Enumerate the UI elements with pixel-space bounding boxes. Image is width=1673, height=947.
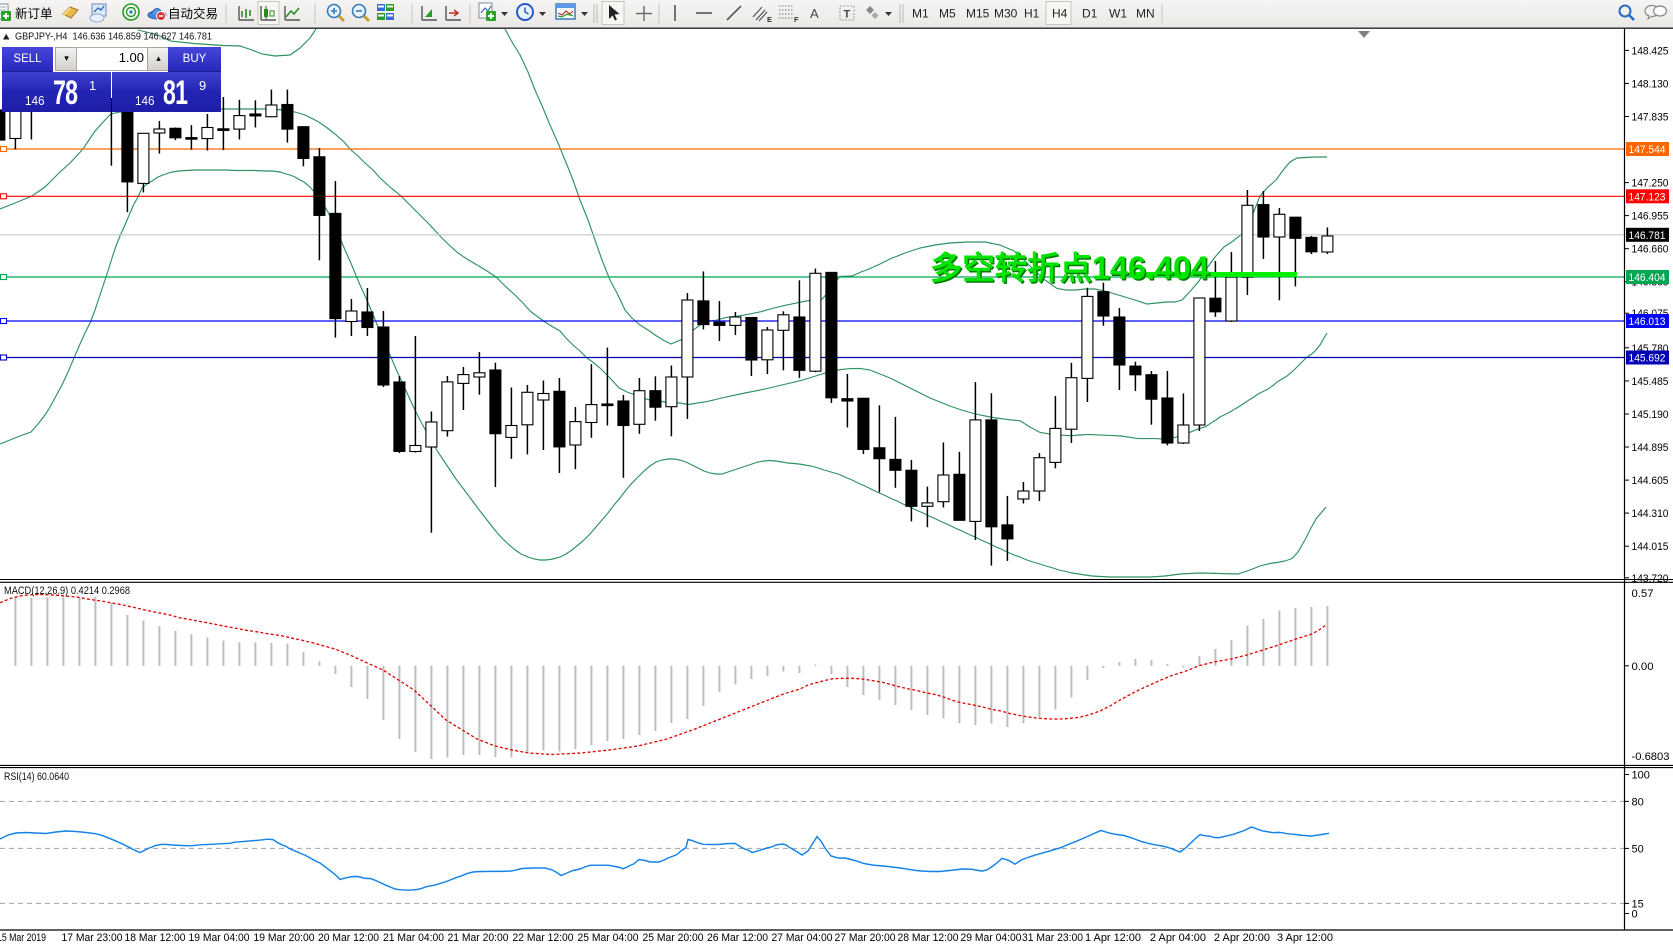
svg-text:144.310: 144.310	[1632, 508, 1669, 520]
svg-text:19 Mar 04:00: 19 Mar 04:00	[189, 932, 250, 944]
svg-text:27 Mar 20:00: 27 Mar 20:00	[835, 932, 896, 944]
svg-text:21 Mar 04:00: 21 Mar 04:00	[383, 932, 444, 944]
svg-text:80: 80	[1632, 796, 1644, 808]
svg-text:144.605: 144.605	[1632, 475, 1669, 487]
svg-text:H1: H1	[1024, 7, 1040, 21]
svg-text:18 Mar 12:00: 18 Mar 12:00	[125, 932, 186, 944]
svg-text:22 Mar 12:00: 22 Mar 12:00	[513, 932, 574, 944]
svg-text:50: 50	[1632, 843, 1644, 855]
svg-text:M30: M30	[994, 7, 1018, 21]
svg-text:25 Mar 04:00: 25 Mar 04:00	[578, 932, 639, 944]
svg-text:M15: M15	[966, 7, 990, 21]
svg-text:1 Apr 12:00: 1 Apr 12:00	[1085, 932, 1141, 944]
svg-text:144.015: 144.015	[1632, 541, 1669, 553]
svg-text:146.660: 146.660	[1632, 244, 1669, 256]
svg-text:28 Mar 12:00: 28 Mar 12:00	[898, 932, 959, 944]
svg-text:19 Mar 20:00: 19 Mar 20:00	[254, 932, 315, 944]
svg-text:15 Mar 2019: 15 Mar 2019	[0, 932, 46, 944]
svg-text:0: 0	[1632, 909, 1638, 921]
svg-text:自动交易: 自动交易	[168, 6, 218, 21]
svg-text:145.692: 145.692	[1629, 353, 1666, 365]
svg-text:A: A	[810, 6, 819, 21]
svg-text:多空转折点146.404: 多空转折点146.404	[930, 250, 1209, 286]
svg-text:29 Mar 04:00: 29 Mar 04:00	[961, 932, 1022, 944]
svg-text:E: E	[767, 15, 772, 24]
svg-text:GBPJPY-,H4 146.636 146.859 14: GBPJPY-,H4 146.636 146.859 146.627 146.7…	[15, 31, 212, 43]
svg-text:F: F	[794, 15, 799, 24]
svg-text:MACD(12,26,9) 0.4214 0.2968: MACD(12,26,9) 0.4214 0.2968	[4, 585, 130, 597]
svg-text:146.781: 146.781	[1629, 230, 1666, 242]
svg-text:W1: W1	[1109, 7, 1127, 21]
svg-text:MN: MN	[1136, 7, 1155, 21]
svg-text:T: T	[844, 9, 851, 21]
svg-text:多空转折点146.404: 多空转折点146.404	[932, 252, 1211, 288]
svg-text:M1: M1	[912, 7, 929, 21]
svg-text:15: 15	[1632, 898, 1644, 910]
svg-text:31 Mar 23:00: 31 Mar 23:00	[1022, 932, 1083, 944]
svg-text:3 Apr 12:00: 3 Apr 12:00	[1277, 932, 1333, 944]
svg-text:-0.6803: -0.6803	[1632, 751, 1670, 763]
svg-text:21 Mar 20:00: 21 Mar 20:00	[448, 932, 509, 944]
svg-text:M5: M5	[939, 7, 956, 21]
svg-text:146.404: 146.404	[1629, 272, 1666, 284]
svg-text:144.895: 144.895	[1632, 442, 1669, 454]
svg-text:0.00: 0.00	[1632, 661, 1654, 673]
svg-text:25 Mar 20:00: 25 Mar 20:00	[643, 932, 704, 944]
svg-text:新订单: 新订单	[15, 6, 53, 21]
svg-text:17 Mar 23:00: 17 Mar 23:00	[62, 932, 123, 944]
svg-text:26 Mar 12:00: 26 Mar 12:00	[707, 932, 768, 944]
svg-text:RSI(14) 60.0640: RSI(14) 60.0640	[4, 771, 69, 783]
svg-text:27 Mar 04:00: 27 Mar 04:00	[772, 932, 833, 944]
svg-text:2 Apr 20:00: 2 Apr 20:00	[1214, 932, 1270, 944]
svg-text:147.544: 147.544	[1629, 144, 1666, 156]
svg-text:145.485: 145.485	[1632, 376, 1669, 388]
svg-text:148.425: 148.425	[1632, 45, 1669, 57]
svg-text:148.130: 148.130	[1632, 78, 1669, 90]
svg-text:2 Apr 04:00: 2 Apr 04:00	[1150, 932, 1206, 944]
svg-text:146.955: 146.955	[1632, 211, 1669, 223]
svg-text:0.57: 0.57	[1632, 588, 1654, 600]
svg-text:20 Mar 12:00: 20 Mar 12:00	[318, 932, 379, 944]
svg-text:D1: D1	[1082, 7, 1098, 21]
svg-text:145.190: 145.190	[1632, 409, 1669, 421]
svg-text:H4: H4	[1052, 7, 1068, 21]
svg-text:147.835: 147.835	[1632, 112, 1669, 124]
svg-text:143.720: 143.720	[1632, 573, 1669, 585]
svg-text:147.123: 147.123	[1629, 191, 1666, 203]
svg-text:146.013: 146.013	[1629, 316, 1666, 328]
svg-text:100: 100	[1632, 770, 1650, 782]
svg-text:147.250: 147.250	[1632, 178, 1669, 190]
